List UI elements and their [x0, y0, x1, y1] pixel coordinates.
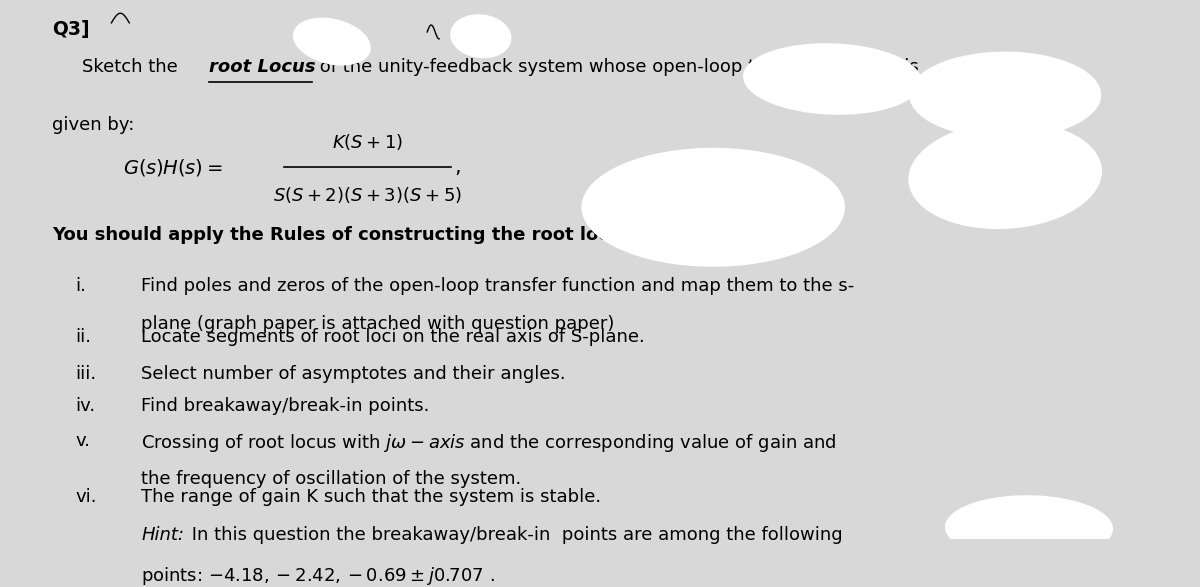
Ellipse shape	[910, 122, 1102, 228]
Text: Select number of asymptotes and their angles.: Select number of asymptotes and their an…	[142, 365, 566, 383]
Text: $S(S+2)(S+3)(S+5)$: $S(S+2)(S+3)(S+5)$	[274, 185, 462, 205]
Text: Q3]: Q3]	[52, 20, 90, 39]
Text: of the unity-feedback system whose open-loop transfer function is: of the unity-feedback system whose open-…	[314, 58, 919, 76]
Text: In this question the breakaway/break-in  points are among the following: In this question the breakaway/break-in …	[186, 527, 844, 544]
Text: ii.: ii.	[76, 328, 91, 346]
Text: Find breakaway/break-in points.: Find breakaway/break-in points.	[142, 397, 430, 415]
Ellipse shape	[946, 496, 1112, 560]
Ellipse shape	[744, 44, 922, 114]
Text: $K(S+1)$: $K(S+1)$	[332, 131, 403, 151]
Text: $G(s)H(s) =$: $G(s)H(s) =$	[124, 157, 223, 178]
Text: You should apply the Rules of constructing the root locus which are:: You should apply the Rules of constructi…	[52, 226, 744, 244]
Text: i.: i.	[76, 277, 86, 295]
Text: iii.: iii.	[76, 365, 97, 383]
Text: the frequency of oscillation of the system.: the frequency of oscillation of the syst…	[142, 470, 522, 488]
Text: Sketch the: Sketch the	[82, 58, 184, 76]
Text: Hint:: Hint:	[142, 527, 185, 544]
Text: points: $-4.18, -2.42, -0.69 \pm j0.707$ .: points: $-4.18, -2.42, -0.69 \pm j0.707$…	[142, 565, 494, 587]
Text: Crossing of root locus with $j\omega - axis$ and the corresponding value of gain: Crossing of root locus with $j\omega - a…	[142, 432, 836, 454]
Text: given by:: given by:	[52, 116, 134, 134]
Text: Find poles and zeros of the open-loop transfer function and map them to the s-: Find poles and zeros of the open-loop tr…	[142, 277, 854, 295]
Ellipse shape	[451, 15, 511, 58]
Text: The range of gain K such that the system is stable.: The range of gain K such that the system…	[142, 488, 601, 506]
Ellipse shape	[910, 52, 1100, 138]
Text: root Locus: root Locus	[209, 58, 316, 76]
Ellipse shape	[294, 18, 370, 65]
Text: v.: v.	[76, 432, 91, 450]
Text: iv.: iv.	[76, 397, 96, 415]
Text: ,: ,	[455, 157, 461, 177]
Text: Locate segments of root loci on the real axis of S-plane.: Locate segments of root loci on the real…	[142, 328, 644, 346]
Text: vi.: vi.	[76, 488, 97, 506]
Ellipse shape	[582, 149, 845, 266]
Text: plane (graph paper is attached with question paper): plane (graph paper is attached with ques…	[142, 315, 614, 333]
